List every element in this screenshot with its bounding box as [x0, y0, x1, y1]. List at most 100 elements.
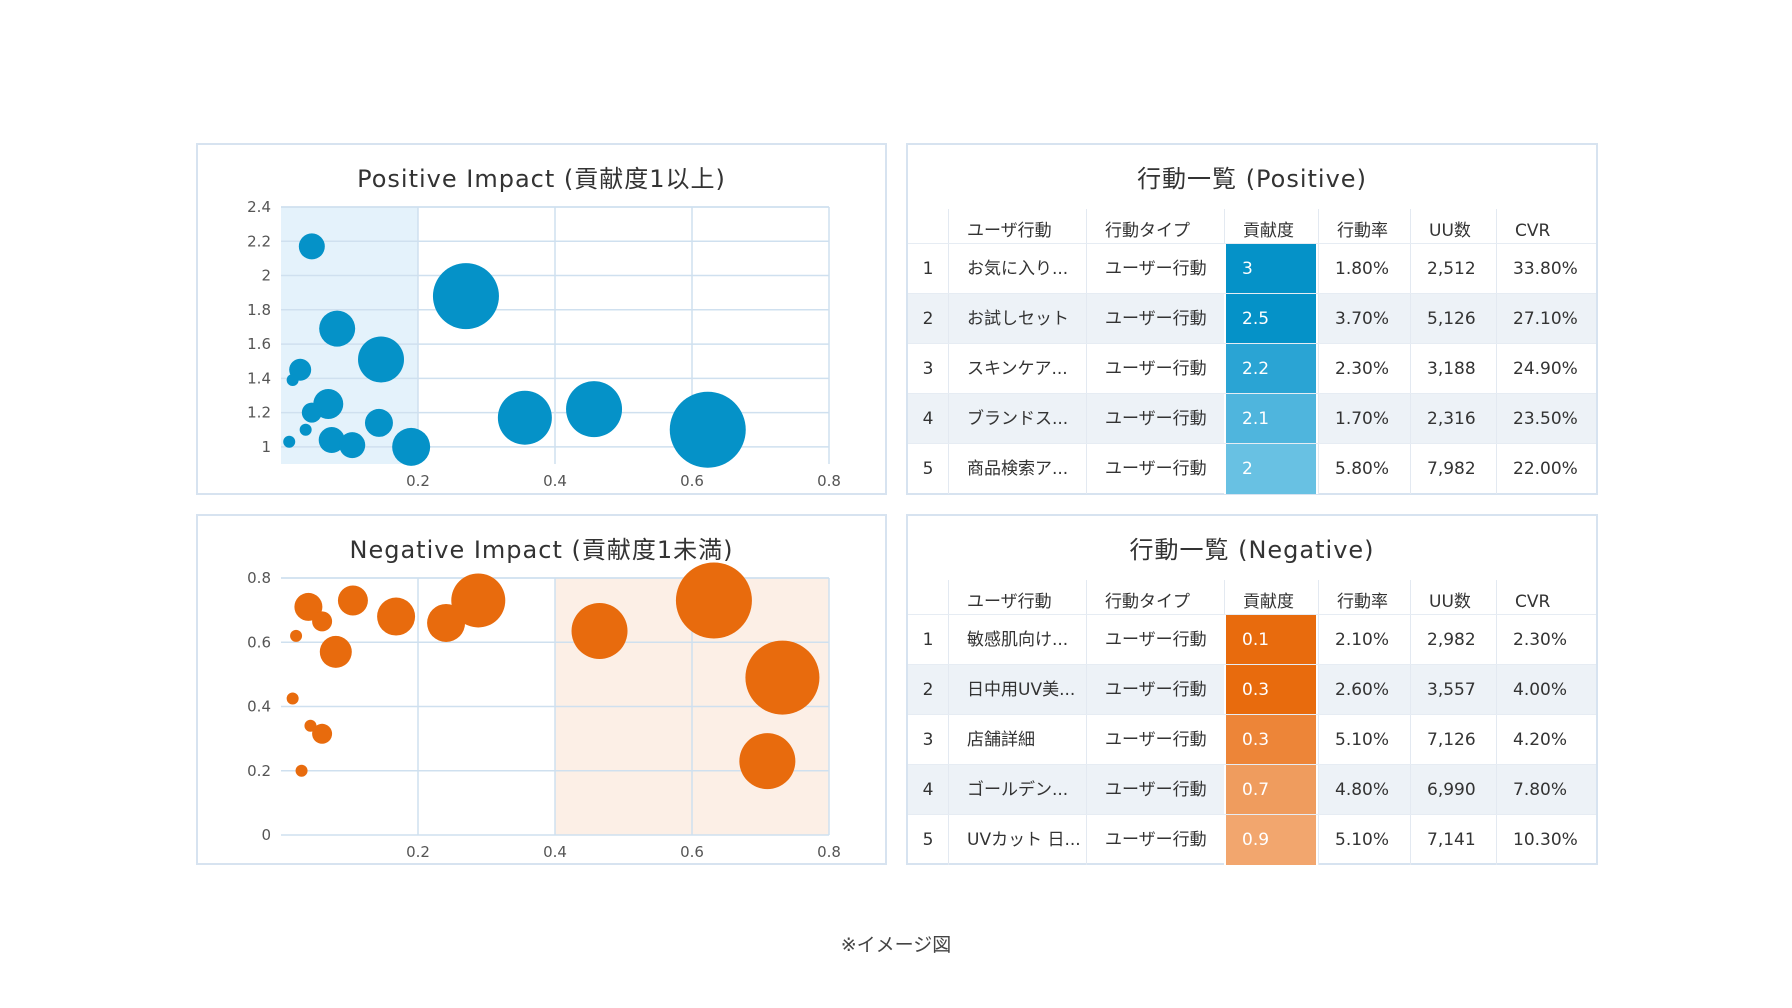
negative-action-rate-cell: 5.10%	[1318, 815, 1410, 865]
negative-bubble	[319, 635, 352, 668]
negative-action-type-cell: ユーザー行動	[1086, 715, 1224, 765]
positive-user-action-cell: 商品検索ア...	[948, 444, 1086, 494]
positive-action-rate-cell: 1.70%	[1318, 394, 1410, 444]
positive-row-index-cell: 3	[922, 359, 934, 379]
positive-row-index-cell: 4	[922, 409, 934, 429]
positive-y-tick-label: 1	[261, 438, 271, 456]
positive-table-row: 2 お試しセット ユーザー行動 2.5 3.70% 5,126 27.10%	[908, 293, 1596, 344]
positive-bubble	[339, 432, 366, 459]
negative-user-action-cell: ゴールデン...	[948, 765, 1086, 815]
positive-table-row: 4 ブランドス... ユーザー行動 2.1 1.70% 2,316 23.50%	[908, 393, 1598, 444]
negative-table-title: 行動一覧 (Negative)	[1129, 536, 1375, 564]
negative-cvr-cell: 7.80%	[1496, 765, 1598, 815]
positive-x-tick-label: 0.2	[406, 472, 430, 490]
positive-chart-title: Positive Impact (貢献度1以上)	[357, 165, 726, 193]
positive-table-title: 行動一覧 (Positive)	[1137, 165, 1367, 193]
positive-column-header: 貢献度	[1224, 209, 1318, 253]
positive-contribution-score-cell: 2	[1224, 444, 1318, 494]
positive-bubble	[497, 390, 552, 445]
positive-user-action-cell: お試しセット	[948, 294, 1086, 344]
negative-action-table-panel: 行動一覧 (Negative) ユーザ行動 行動タイプ 貢献度 行動率 UU数 CVR 1 敏…	[906, 514, 1598, 865]
positive-bubble	[566, 381, 623, 438]
negative-bubble	[294, 592, 323, 621]
negative-row-index-cell: 2	[922, 680, 934, 700]
negative-table-row: 5 UVカット 日... ユーザー行動 0.9 5.10% 7,141 10.30%	[908, 814, 1598, 865]
negative-uu-count-cell: 3,557	[1410, 665, 1496, 715]
negative-uu-count-cell: 7,141	[1410, 815, 1496, 865]
negative-user-action-cell: 日中用UV美...	[948, 665, 1086, 715]
positive-y-tick-label: 1.2	[247, 404, 271, 422]
positive-bubble	[286, 374, 299, 387]
positive-y-tick-label: 2.4	[247, 198, 271, 216]
positive-action-type-cell: ユーザー行動	[1086, 394, 1224, 444]
negative-action-rate-cell: 2.10%	[1318, 615, 1410, 665]
positive-action-type-cell: ユーザー行動	[1086, 294, 1224, 344]
negative-bubble	[571, 603, 628, 660]
positive-y-tick-label: 2	[261, 267, 271, 285]
negative-contribution-score-cell: 0.9	[1224, 815, 1318, 865]
negative-x-tick-label: 0.6	[680, 843, 704, 861]
positive-user-action-cell: スキンケア...	[948, 344, 1086, 394]
negative-x-tick-label: 0.4	[543, 843, 567, 861]
negative-bubble	[739, 733, 796, 790]
negative-action-rate-cell: 2.60%	[1318, 665, 1410, 715]
positive-cvr-cell: 24.90%	[1496, 344, 1598, 394]
negative-cvr-cell: 10.30%	[1496, 815, 1598, 865]
negative-x-tick-label: 0.2	[406, 843, 430, 861]
positive-uu-count-cell: 2,316	[1410, 394, 1496, 444]
positive-action-rate-cell: 3.70%	[1318, 294, 1410, 344]
negative-cvr-cell: 4.00%	[1496, 665, 1598, 715]
negative-action-type-cell: ユーザー行動	[1086, 665, 1224, 715]
negative-contribution-score-cell: 0.3	[1224, 665, 1318, 715]
positive-y-tick-label: 1.4	[247, 369, 271, 387]
negative-uu-count-cell: 6,990	[1410, 765, 1496, 815]
negative-row-index-cell: 3	[922, 730, 934, 750]
positive-contribution-score-cell: 3	[1224, 244, 1318, 294]
negative-uu-count-cell: 2,982	[1410, 615, 1496, 665]
negative-bubble	[337, 585, 368, 616]
positive-bubble	[298, 233, 325, 260]
positive-action-rate-cell: 2.30%	[1318, 344, 1410, 394]
positive-x-tick-label: 0.6	[680, 472, 704, 490]
positive-impact-panel: Positive Impact (貢献度1以上) 0.2 0.4 0.6 0.8 1 1.…	[196, 143, 887, 495]
positive-bubble	[364, 408, 393, 437]
positive-contribution-score-cell: 2.2	[1224, 344, 1318, 394]
positive-action-type-cell: ユーザー行動	[1086, 244, 1224, 294]
positive-bubble	[283, 435, 296, 448]
positive-table-header: ユーザ行動 行動タイプ 貢献度 行動率 UU数 CVR	[908, 209, 1596, 253]
positive-bubble	[301, 402, 322, 423]
negative-contribution-score-cell: 0.7	[1224, 765, 1318, 815]
positive-column-header: CVR	[1496, 209, 1598, 253]
positive-action-type-cell: ユーザー行動	[1086, 344, 1224, 394]
negative-impact-chart: 0.2 0.4 0.6 0.8 0 0.2 0.4 0.6 0.8	[247, 562, 841, 861]
positive-table-row: 3 スキンケア... ユーザー行動 2.2 2.30% 3,188 24.90%	[908, 343, 1598, 394]
positive-bubble	[319, 310, 356, 347]
positive-column-header: 行動タイプ	[1086, 209, 1224, 253]
positive-table-row: 5 商品検索ア... ユーザー行動 2 5.80% 7,982 22.00%	[908, 443, 1598, 494]
negative-contribution-score-cell: 0.3	[1224, 715, 1318, 765]
negative-table-row: 2 日中用UV美... ユーザー行動 0.3 2.60% 3,557 4.00%	[908, 664, 1598, 715]
negative-bubble	[312, 611, 333, 632]
negative-row-index-cell: 5	[922, 830, 934, 850]
positive-bubble	[358, 336, 405, 383]
negative-action-type-cell: ユーザー行動	[1086, 765, 1224, 815]
negative-uu-count-cell: 7,126	[1410, 715, 1496, 765]
positive-contribution-score-cell: 2.5	[1224, 294, 1318, 344]
negative-bubble	[295, 764, 308, 777]
negative-user-action-cell: UVカット 日...	[948, 815, 1086, 865]
positive-cvr-cell: 22.00%	[1496, 444, 1598, 494]
positive-table-row: 1 お気に入り... ユーザー行動 3 1.80% 2,512 33.80%	[908, 243, 1598, 294]
negative-bubble	[377, 597, 416, 636]
negative-chart-title: Negative Impact (貢献度1未満)	[349, 536, 734, 564]
positive-cvr-cell: 33.80%	[1496, 244, 1598, 294]
negative-table-row: 3 店舗詳細 ユーザー行動 0.3 5.10% 7,126 4.20%	[908, 714, 1596, 765]
negative-y-tick-label: 0.6	[247, 633, 271, 651]
negative-row-index-cell: 1	[922, 630, 934, 650]
negative-column-header: 行動率	[1318, 580, 1410, 624]
positive-column-header: UU数	[1410, 209, 1496, 253]
positive-uu-count-cell: 3,188	[1410, 344, 1496, 394]
positive-cvr-cell: 23.50%	[1496, 394, 1598, 444]
negative-column-header: 貢献度	[1224, 580, 1318, 624]
positive-contribution-score-cell: 2.1	[1224, 394, 1318, 444]
positive-bubble	[669, 391, 746, 468]
